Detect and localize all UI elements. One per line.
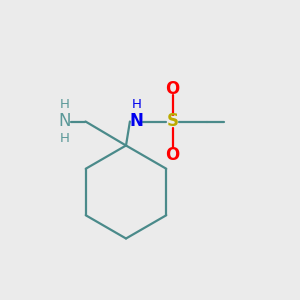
Text: S: S — [167, 112, 178, 130]
Text: H: H — [132, 98, 141, 112]
Text: H: H — [60, 131, 69, 145]
Text: O: O — [165, 146, 180, 164]
Text: N: N — [58, 112, 71, 130]
Text: H: H — [60, 98, 69, 112]
Text: O: O — [165, 80, 180, 98]
Text: N: N — [130, 112, 143, 130]
